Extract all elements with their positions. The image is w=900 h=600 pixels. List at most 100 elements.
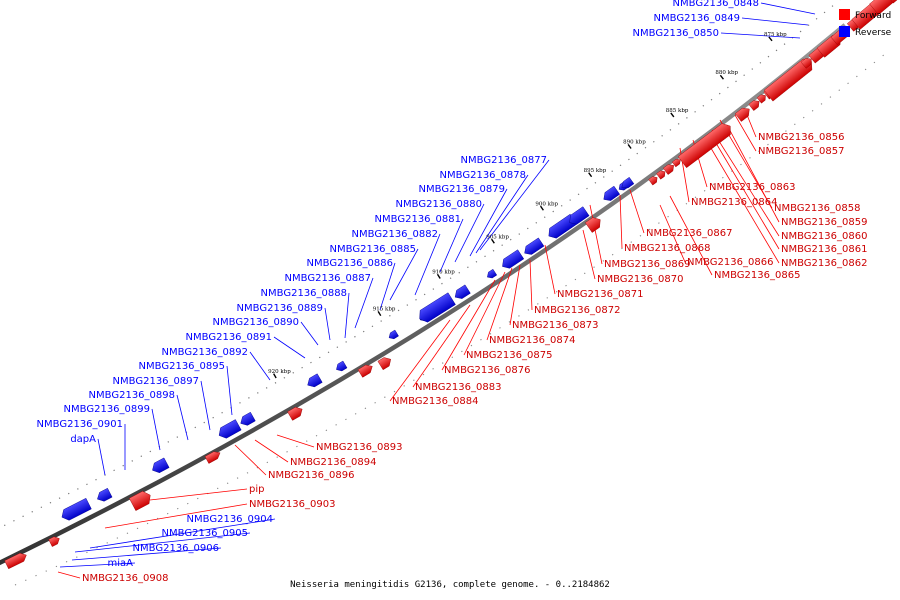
- gene-label-forward: NMBG2136_0858: [774, 203, 860, 214]
- genome-backbone: [0, 23, 847, 566]
- tick-label: 910 kbp: [432, 269, 455, 275]
- gene-label-reverse: miaA: [108, 558, 134, 569]
- leader-line: [589, 204, 603, 265]
- gene-label-forward: NMBG2136_0896: [268, 470, 354, 481]
- gene-label-forward: NMBG2136_0867: [646, 228, 732, 239]
- leader-line: [200, 380, 211, 431]
- gene-label-reverse: NMBG2136_0895: [139, 361, 225, 372]
- gene-label-forward: NMBG2136_0871: [557, 289, 643, 300]
- forward-gene: [663, 164, 674, 175]
- leader-line: [59, 562, 136, 568]
- leader-line: [726, 124, 780, 223]
- forward-gene: [377, 357, 391, 371]
- gene-label-reverse: NMBG2136_0877: [461, 155, 547, 166]
- gene-label-reverse: NMBG2136_0887: [285, 273, 371, 284]
- gene-label-reverse: NMBG2136_0890: [213, 317, 299, 328]
- gene-label-reverse: NMBG2136_0901: [37, 419, 123, 430]
- leader-line: [479, 159, 550, 251]
- tick-mark: [719, 74, 724, 80]
- gene-label-forward: NMBG2136_0866: [687, 257, 773, 268]
- leader-line: [234, 444, 267, 476]
- gene-label-forward: NMBG2136_0893: [316, 442, 402, 453]
- forward-gene: [648, 176, 658, 186]
- forward-gene: [763, 58, 813, 102]
- gene-label-forward: NMBG2136_0870: [597, 274, 683, 285]
- tick-label: 885 kbp: [666, 108, 689, 114]
- forward-gene: [869, 0, 900, 15]
- leader-line: [741, 17, 809, 26]
- reverse-gene: [524, 237, 545, 255]
- leader-line: [273, 336, 306, 359]
- reverse-gene: [307, 373, 323, 388]
- forward-gene: [129, 491, 151, 511]
- gene-label-forward: NMBG2136_0857: [758, 146, 844, 157]
- leader-line: [414, 233, 441, 296]
- gene-label-forward: NMBG2136_0868: [624, 243, 710, 254]
- legend-reverse-label: Reverse: [855, 28, 892, 38]
- leader-line: [709, 132, 780, 250]
- forward-gene: [585, 217, 601, 233]
- leader-line: [300, 321, 319, 346]
- gene-label-forward: NMBG2136_0856: [758, 132, 844, 143]
- gene-label-forward: NMBG2136_0908: [82, 573, 168, 584]
- forward-gene: [734, 107, 750, 122]
- tick-mark: [273, 373, 277, 379]
- leader-lines: [57, 2, 816, 579]
- leader-line: [344, 292, 350, 339]
- leader-line: [74, 532, 251, 553]
- gene-label-forward: pip: [249, 484, 264, 495]
- leader-line: [669, 195, 713, 276]
- leader-line: [454, 203, 485, 263]
- leader-line: [389, 319, 451, 402]
- tick-mark: [627, 144, 632, 149]
- leader-line: [389, 248, 419, 301]
- forward-gene: [48, 536, 60, 547]
- gene-label-forward: NMBG2136_0894: [290, 457, 376, 468]
- legend-forward-label: Forward: [855, 11, 891, 21]
- forward-gene: [656, 170, 666, 180]
- leader-line: [441, 279, 496, 371]
- tick-label: 880 kbp: [715, 70, 738, 76]
- gene-label-forward: NMBG2136_0861: [781, 244, 867, 255]
- gene-label-reverse: NMBG2136_0892: [162, 347, 248, 358]
- gene-label-reverse: NMBG2136_0882: [352, 229, 438, 240]
- gene-label-forward: NMBG2136_0862: [781, 258, 867, 269]
- reverse-gene: [502, 249, 525, 269]
- forward-gene: [287, 407, 303, 421]
- gene-label-forward: NMBG2136_0859: [781, 217, 867, 228]
- leader-line: [619, 194, 623, 249]
- tick-mark: [768, 36, 773, 42]
- leader-line: [412, 304, 471, 388]
- leader-line: [249, 351, 271, 381]
- tick-label: 875 kbp: [764, 32, 787, 38]
- gene-label-forward: NMBG2136_0869: [604, 259, 690, 270]
- leader-line: [659, 204, 686, 263]
- tick-label: 900 kbp: [535, 201, 558, 207]
- genome-caption: Neisseria meningitidis G2136, complete g…: [290, 580, 610, 590]
- reverse-gene: [61, 497, 92, 521]
- gene-label-forward: NMBG2136_0875: [466, 350, 552, 361]
- leader-line: [254, 439, 289, 463]
- tick-mark: [670, 112, 675, 118]
- tick-label: 915 kbp: [373, 307, 396, 313]
- leader-line: [97, 438, 106, 476]
- leader-line: [276, 434, 315, 448]
- leader-line: [529, 259, 533, 311]
- gene-label-forward: NMBG2136_0903: [249, 499, 335, 510]
- gene-label-forward: NMBG2136_0865: [714, 270, 800, 281]
- gene-label-forward: NMBG2136_0873: [512, 320, 598, 331]
- legend-forward-swatch: [839, 9, 850, 20]
- forward-gene: [671, 159, 681, 168]
- leader-line: [104, 503, 248, 529]
- forward-gene: [204, 451, 221, 464]
- leader-line: [57, 571, 81, 579]
- leader-line: [734, 114, 757, 152]
- reverse-gene: [621, 176, 635, 189]
- leader-line: [89, 518, 276, 549]
- gene-label-forward: NMBG2136_0872: [534, 305, 620, 316]
- reverse-gene: [218, 419, 242, 439]
- reverse-gene: [240, 411, 256, 426]
- tick-mark: [539, 205, 544, 211]
